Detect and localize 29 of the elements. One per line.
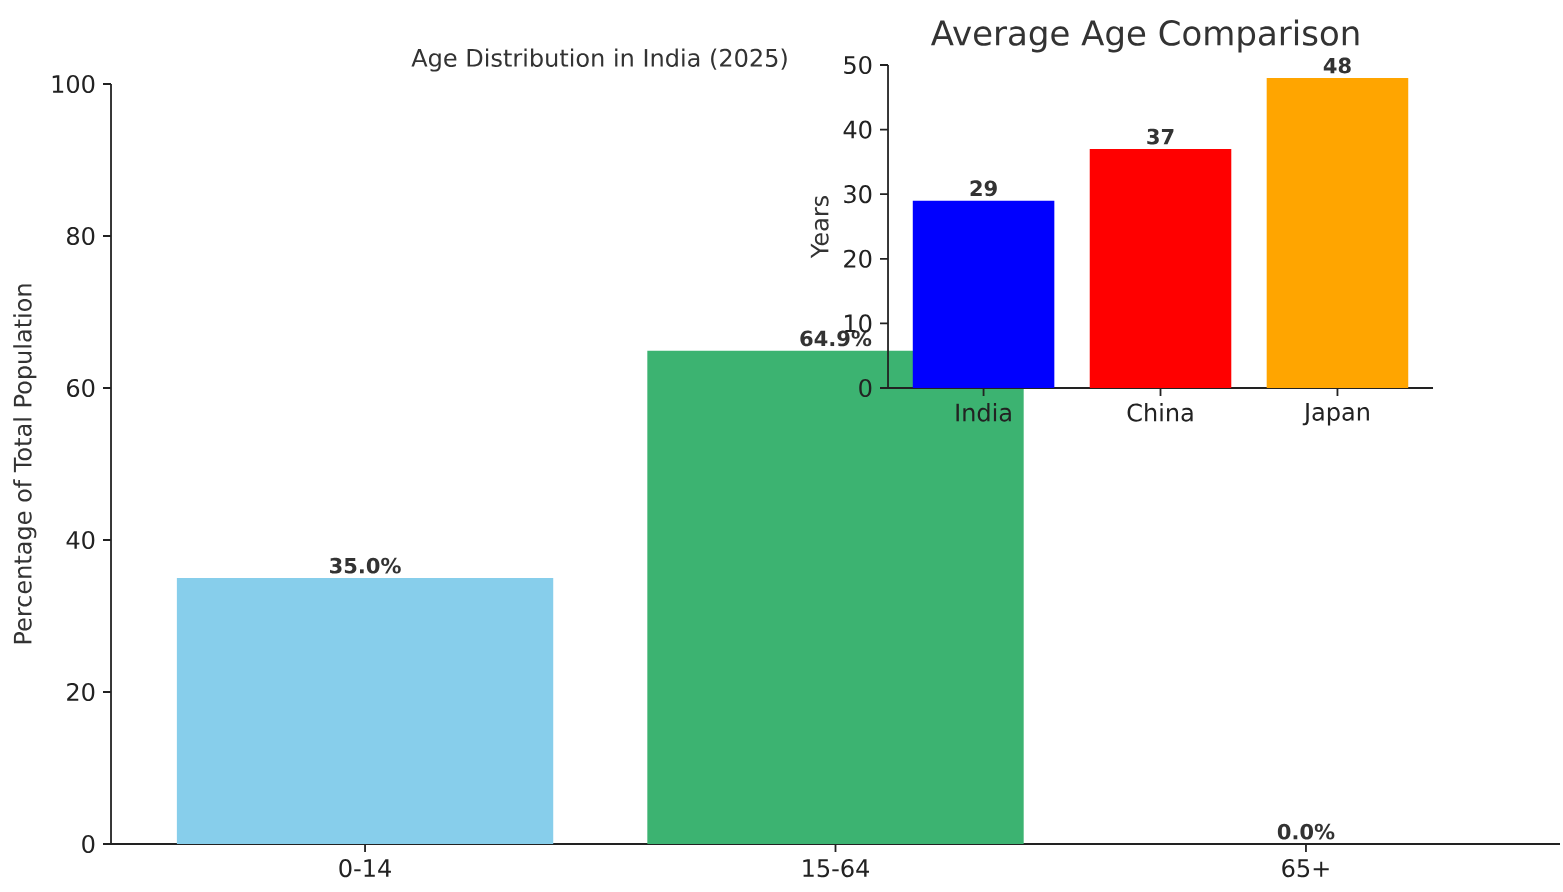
y-tick-label: 20 (67, 682, 95, 702)
y-tick-label: 40 (66, 530, 95, 550)
y-tick-label: 40 (843, 120, 872, 139)
x-tick-label: Japan (1302, 403, 1369, 426)
y-tick-label: 30 (844, 185, 872, 204)
data-label: 37 (1147, 128, 1174, 145)
y-tick-label: 0 (82, 834, 95, 854)
y-axis-title: Percentage of Total Population (13, 284, 37, 644)
bar (1089, 148, 1232, 388)
x-tick-label: China (1127, 403, 1193, 422)
x-tick-label: 0-14 (339, 859, 391, 878)
y-tick-label: 100 (52, 74, 95, 94)
data-label: 0.0% (1277, 823, 1335, 840)
bar (912, 200, 1055, 388)
data-label: 48 (1323, 57, 1351, 74)
y-tick-label: 50 (844, 55, 872, 75)
chart-title: Average Age Comparison (930, 19, 1359, 53)
y-axis-title: Years (810, 195, 829, 259)
x-tick-label: 65+ (1282, 859, 1329, 878)
x-tick-label: India (956, 403, 1011, 422)
data-label: 29 (970, 180, 997, 197)
x-tick-label: 15-64 (803, 859, 870, 878)
y-tick-label: 60 (67, 378, 95, 398)
y-tick-label: 0 (859, 378, 872, 398)
y-tick-label: 80 (67, 226, 95, 246)
bar (1266, 77, 1409, 388)
chart-title: Age Distribution in India (2025) (411, 48, 787, 72)
data-label: 35.0% (330, 557, 401, 574)
y-tick-label: 20 (844, 249, 872, 268)
